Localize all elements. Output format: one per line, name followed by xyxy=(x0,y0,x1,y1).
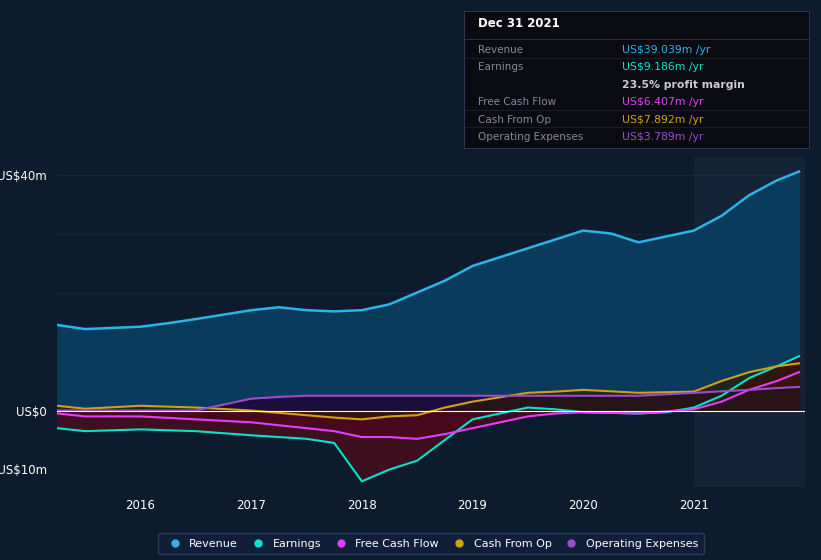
Text: US$7.892m /yr: US$7.892m /yr xyxy=(622,115,704,125)
Text: US$6.407m /yr: US$6.407m /yr xyxy=(622,97,704,107)
Text: 23.5% profit margin: 23.5% profit margin xyxy=(622,80,745,90)
Text: Revenue: Revenue xyxy=(478,45,523,55)
Text: Free Cash Flow: Free Cash Flow xyxy=(478,97,556,107)
Text: Cash From Op: Cash From Op xyxy=(478,115,551,125)
Legend: Revenue, Earnings, Free Cash Flow, Cash From Op, Operating Expenses: Revenue, Earnings, Free Cash Flow, Cash … xyxy=(158,533,704,554)
Text: US$3.789m /yr: US$3.789m /yr xyxy=(622,132,704,142)
Text: Dec 31 2021: Dec 31 2021 xyxy=(478,17,559,30)
Bar xyxy=(694,157,815,487)
Text: Earnings: Earnings xyxy=(478,62,523,72)
Text: US$9.186m /yr: US$9.186m /yr xyxy=(622,62,704,72)
Text: Operating Expenses: Operating Expenses xyxy=(478,132,583,142)
Text: US$39.039m /yr: US$39.039m /yr xyxy=(622,45,711,55)
